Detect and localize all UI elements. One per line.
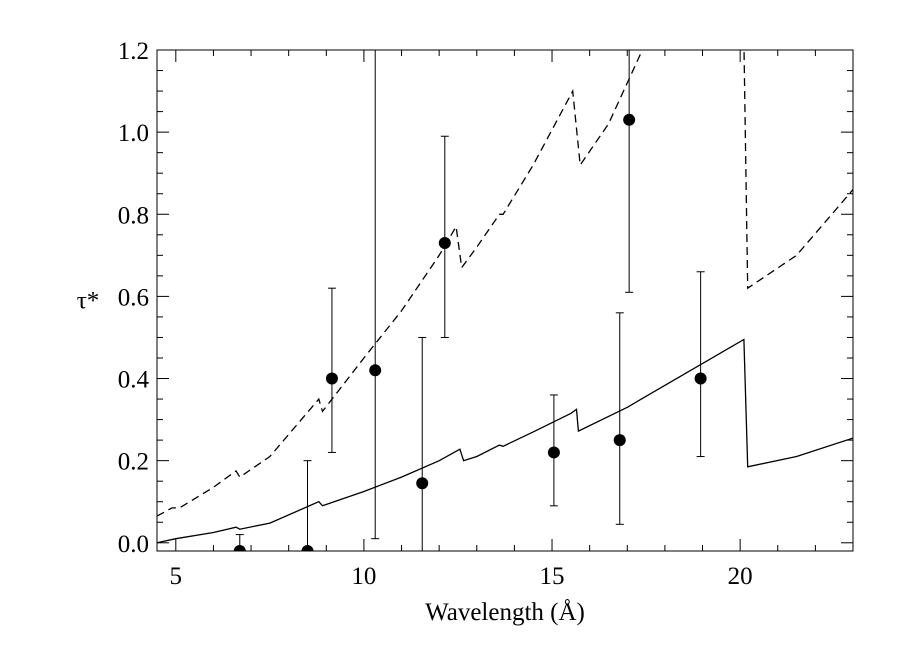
x-axis-title: Wavelength (Å) [425, 599, 585, 626]
x-tick-label: 20 [728, 563, 753, 590]
data-point [416, 477, 429, 490]
y-tick-label: 0.6 [118, 284, 149, 311]
axes: 5 10 15 20 0.0 0.2 0.4 0.6 0.8 1.0 1.2 [118, 38, 854, 590]
y-axis-title: τ* [77, 288, 100, 315]
data-point [613, 434, 626, 447]
model-lines [157, 50, 853, 544]
y-tick-label: 0.2 [118, 449, 149, 476]
y-tick-label: 0.0 [118, 531, 149, 558]
y-tick-label: 0.8 [118, 202, 149, 229]
dashed-model-line [157, 50, 853, 517]
data-point [369, 364, 382, 377]
plot-frame [156, 49, 854, 552]
data-point [325, 372, 338, 385]
y-tick-label: 1.2 [118, 38, 149, 65]
data-points [233, 50, 707, 551]
data-point [694, 372, 707, 385]
x-tick-label: 10 [351, 563, 376, 590]
x-tick-label: 15 [540, 563, 565, 590]
y-tick-label: 1.0 [118, 120, 149, 147]
solid-model-line [157, 338, 853, 544]
x-tick-label: 5 [170, 563, 183, 590]
data-point [301, 545, 314, 551]
data-point [233, 545, 246, 551]
data-point [547, 446, 560, 459]
data-point [438, 237, 451, 250]
data-point [623, 113, 636, 126]
y-tick-label: 0.4 [118, 367, 150, 394]
